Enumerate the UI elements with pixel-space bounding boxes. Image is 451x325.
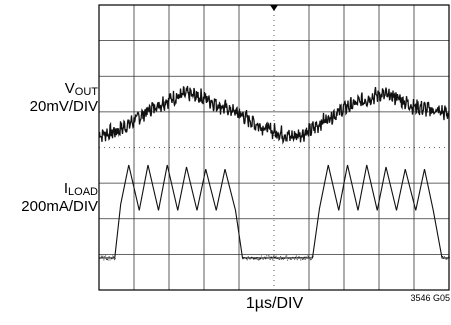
vout-scale-label: 20mV/DIV <box>29 98 98 115</box>
vout-trace <box>98 85 450 145</box>
vout-trace-label: VOUT <box>64 80 98 98</box>
trigger-marker <box>270 5 278 11</box>
figure-id-label: 3546 G05 <box>410 293 450 303</box>
iload-baseline-noise <box>99 255 450 261</box>
x-axis-label: 1µs/DIV <box>245 295 304 312</box>
iload-trace <box>99 164 449 259</box>
iload-trace-label: ILOAD <box>63 180 98 198</box>
iload-scale-label: 200mA/DIV <box>21 198 98 215</box>
